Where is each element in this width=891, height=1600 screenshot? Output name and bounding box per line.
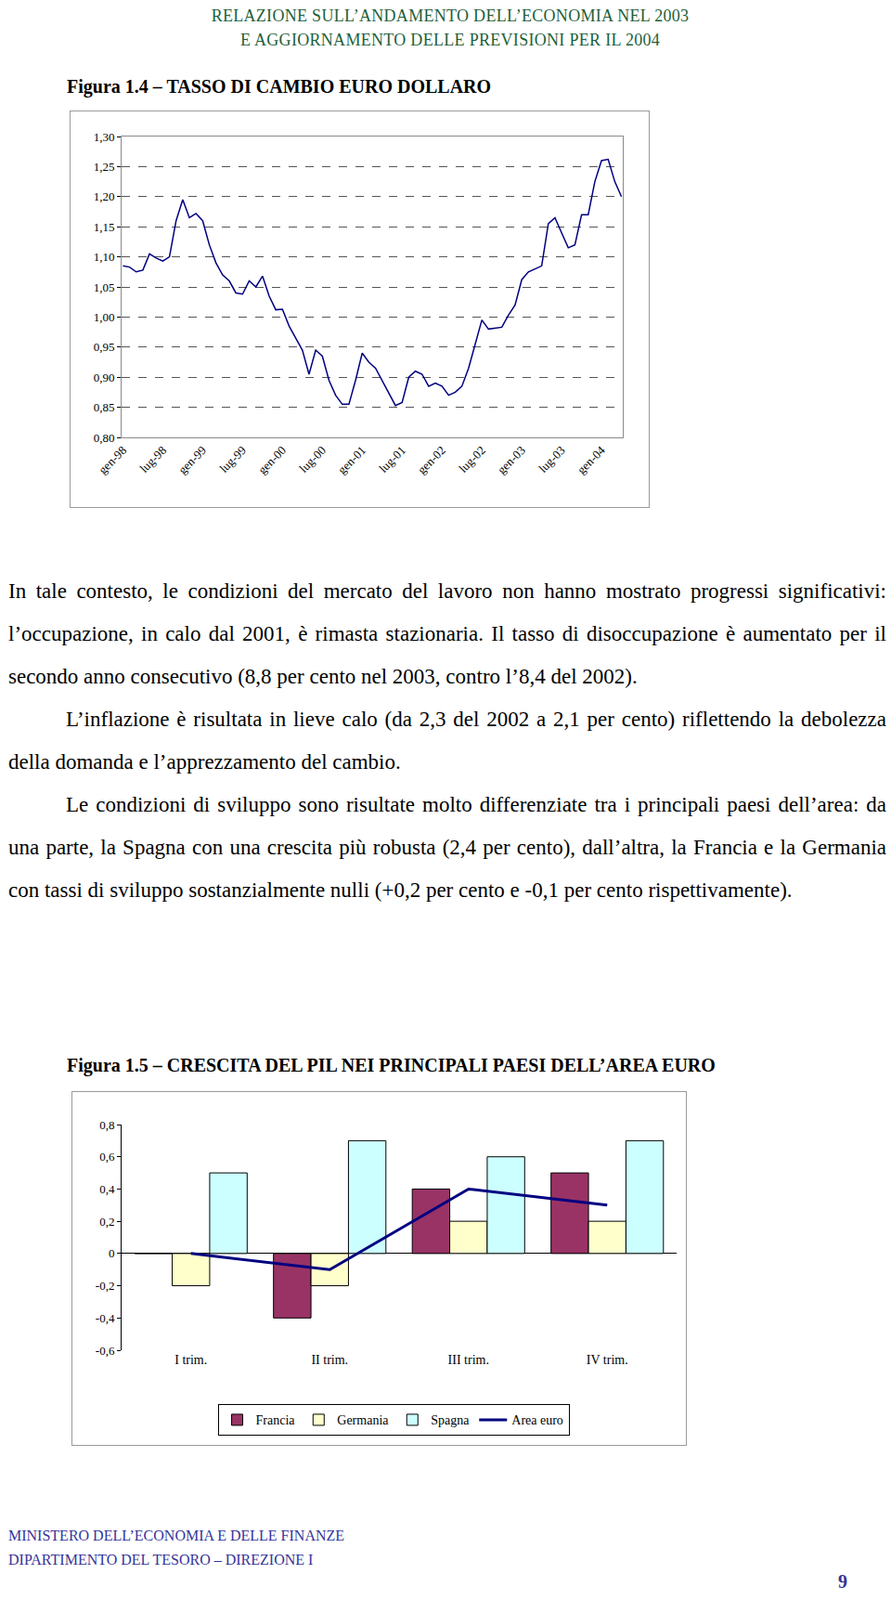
svg-text:0,80: 0,80 (93, 430, 116, 445)
svg-text:Area euro: Area euro (511, 1412, 564, 1427)
svg-text:II trim.: II trim. (310, 1352, 349, 1367)
svg-text:lug-03: lug-03 (535, 442, 569, 476)
svg-text:gen-02: gen-02 (414, 442, 449, 477)
svg-text:0,90: 0,90 (93, 370, 116, 385)
svg-text:Francia: Francia (256, 1412, 297, 1427)
svg-text:III trim.: III trim. (448, 1352, 490, 1367)
html-text:MINISTERO DELL’ECONOMIA E DELL: MINISTERO DELL’ECONOMIA E DELLE FINANZE (8, 1526, 345, 1543)
html-text:L’inflazione è risultata in li: L’inflazione è risultata in lieve calo (… (8, 707, 887, 774)
svg-text:lug-01: lug-01 (375, 442, 409, 476)
svg-text:-0,4: -0,4 (95, 1310, 116, 1325)
svg-text:Germania: Germania (336, 1412, 389, 1427)
svg-text:0,2: 0,2 (99, 1213, 115, 1228)
svg-text:0,85: 0,85 (93, 400, 116, 414)
svg-text:I trim.: I trim. (174, 1352, 207, 1367)
svg-text:0: 0 (108, 1245, 116, 1260)
html-text:9: 9 (838, 1570, 848, 1591)
svg-text:gen-00: gen-00 (255, 442, 289, 477)
svg-text:0,8: 0,8 (99, 1117, 115, 1132)
svg-text:1,05: 1,05 (93, 280, 116, 295)
svg-text:-0,2: -0,2 (95, 1278, 116, 1292)
svg-text:gen-99: gen-99 (175, 442, 209, 477)
svg-text:-0,6: -0,6 (95, 1342, 116, 1357)
html-text:DIPARTIMENTO DEL TESORO – DIRE: DIPARTIMENTO DEL TESORO – DIREZIONE I (8, 1550, 314, 1567)
html-text:Figura 1.5 – CRESCITA DEL PIL: Figura 1.5 – CRESCITA DEL PIL NEI PRINCI… (66, 1054, 716, 1075)
svg-text:IV trim.: IV trim. (586, 1352, 629, 1367)
html-text:Le condizioni di sviluppo sono: Le condizioni di sviluppo sono risultate… (8, 792, 887, 902)
svg-text:gen-01: gen-01 (335, 442, 369, 477)
html-text:RELAZIONE SULL’ANDAMENTO DELL’: RELAZIONE SULL’ANDAMENTO DELL’ECONOMIA N… (211, 6, 690, 26)
html-text:E AGGIORNAMENTO DELLE PREVISIO: E AGGIORNAMENTO DELLE PREVISIONI PER IL … (240, 30, 660, 50)
svg-text:0,95: 0,95 (93, 339, 116, 354)
svg-text:gen-98: gen-98 (95, 442, 130, 477)
html-text:Figura 1.4 – TASSO DI CAMBIO E: Figura 1.4 – TASSO DI CAMBIO EURO DOLLAR… (66, 76, 492, 97)
svg-text:1,00: 1,00 (93, 309, 116, 324)
svg-text:lug-02: lug-02 (455, 442, 489, 476)
svg-text:lug-99: lug-99 (216, 442, 249, 476)
svg-text:gen-03: gen-03 (494, 442, 529, 477)
svg-text:1,25: 1,25 (93, 159, 116, 174)
svg-text:Spagna: Spagna (430, 1412, 470, 1427)
svg-text:1,20: 1,20 (93, 189, 116, 204)
svg-text:0,6: 0,6 (99, 1149, 116, 1163)
html-text:In tale contesto, le condizion: In tale contesto, le condizioni del merc… (8, 579, 887, 688)
svg-text:lug-00: lug-00 (296, 442, 329, 476)
svg-text:1,10: 1,10 (93, 249, 116, 264)
svg-text:1,30: 1,30 (93, 129, 116, 144)
svg-text:1,15: 1,15 (93, 219, 116, 234)
svg-text:lug-98: lug-98 (137, 442, 170, 476)
svg-text:gen-04: gen-04 (574, 442, 608, 477)
svg-text:0,4: 0,4 (99, 1181, 116, 1196)
